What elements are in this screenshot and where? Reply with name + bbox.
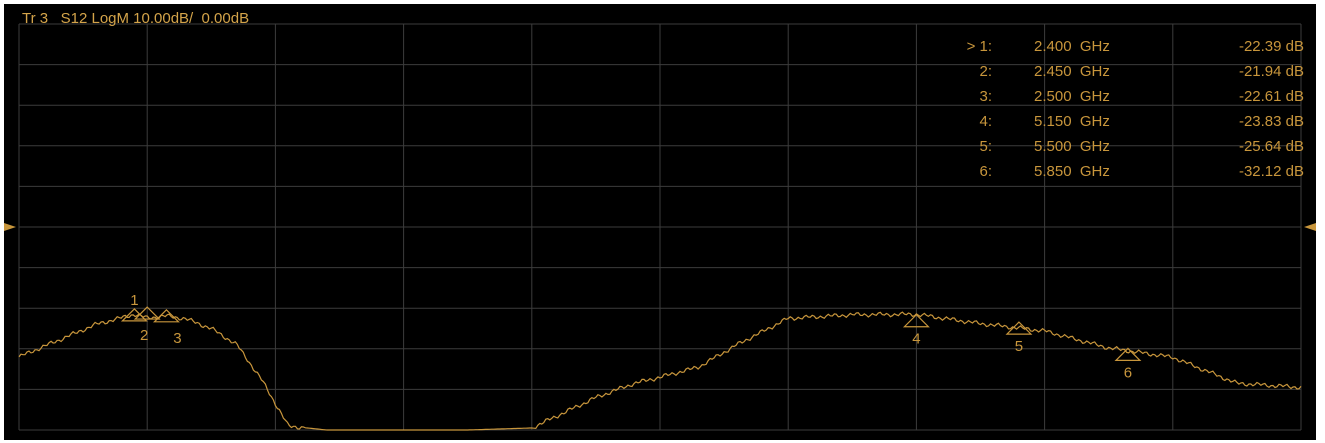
marker-triangle-icon[interactable]: [152, 308, 180, 323]
marker-table: > 1: 2.400 GHz -22.39 dB 2: 2.450 GHz -21.94 …: [944, 38, 1304, 188]
marker-value: -25.64 dB: [1238, 138, 1304, 155]
reference-arrow-left-icon: [4, 223, 16, 231]
marker-row[interactable]: 4: 5.150 GHz -23.83 dB: [944, 113, 1304, 138]
marker-value: -21.94 dB: [1238, 63, 1304, 80]
marker-layer: 1 2 3 4 5 6: [120, 292, 1142, 381]
marker-row[interactable]: 5: 5.500 GHz -25.64 dB: [944, 138, 1304, 163]
marker-id: 3:: [979, 88, 992, 105]
marker-row[interactable]: 6: 5.850 GHz -32.12 dB: [944, 163, 1304, 188]
marker-label: 6: [1124, 364, 1132, 381]
marker-frequency: 2.400 GHz: [1034, 38, 1110, 55]
trace-title[interactable]: Tr 3 S12 LogM 10.00dB/ 0.00dB: [22, 10, 250, 27]
marker-frequency: 2.500 GHz: [1034, 88, 1110, 105]
marker-triangle-icon[interactable]: [1114, 347, 1142, 362]
marker-id: 5:: [979, 138, 992, 155]
plot-frame: 1 2 3 4 5 6 Tr 3 S12 LogM 10.00dB/ 0.00dB > 1…: [4, 4, 1316, 440]
reference-markers: [4, 223, 1316, 231]
marker-value: -32.12 dB: [1238, 163, 1304, 180]
marker-row[interactable]: > 1: 2.400 GHz -22.39 dB: [944, 38, 1304, 63]
marker-id: 6:: [979, 163, 992, 180]
marker-row[interactable]: 2: 2.450 GHz -21.94 dB: [944, 63, 1304, 88]
marker-frequency: 5.500 GHz: [1034, 138, 1110, 155]
marker-triangle-icon[interactable]: [133, 306, 161, 320]
marker-label: 2: [140, 327, 148, 344]
marker-id: 2:: [979, 63, 992, 80]
marker-value: -22.39 dB: [1238, 38, 1304, 55]
s12-plot[interactable]: 1 2 3 4 5 6: [4, 4, 1316, 440]
marker-value: -23.83 dB: [1238, 113, 1304, 130]
marker-triangle-icon[interactable]: [1005, 321, 1033, 335]
marker-id: 4:: [979, 113, 992, 130]
trace-layer: [18, 311, 1302, 431]
marker-triangle-icon[interactable]: [902, 313, 930, 328]
marker-value: -22.61 dB: [1238, 88, 1304, 105]
grid-layer: [18, 23, 1302, 431]
marker-triangle-icon[interactable]: [120, 308, 148, 322]
marker-label: 3: [173, 330, 181, 347]
marker-label: 1: [130, 292, 138, 309]
marker-frequency: 5.150 GHz: [1034, 113, 1110, 130]
marker-id: > 1:: [966, 38, 992, 55]
marker-frequency: 2.450 GHz: [1034, 63, 1110, 80]
marker-label: 5: [1015, 338, 1023, 355]
marker-frequency: 5.850 GHz: [1034, 163, 1110, 180]
trace-s12: [18, 311, 1302, 431]
reference-arrow-right-icon: [1304, 223, 1316, 231]
marker-row[interactable]: 3: 2.500 GHz -22.61 dB: [944, 88, 1304, 113]
marker-label: 4: [912, 331, 920, 348]
